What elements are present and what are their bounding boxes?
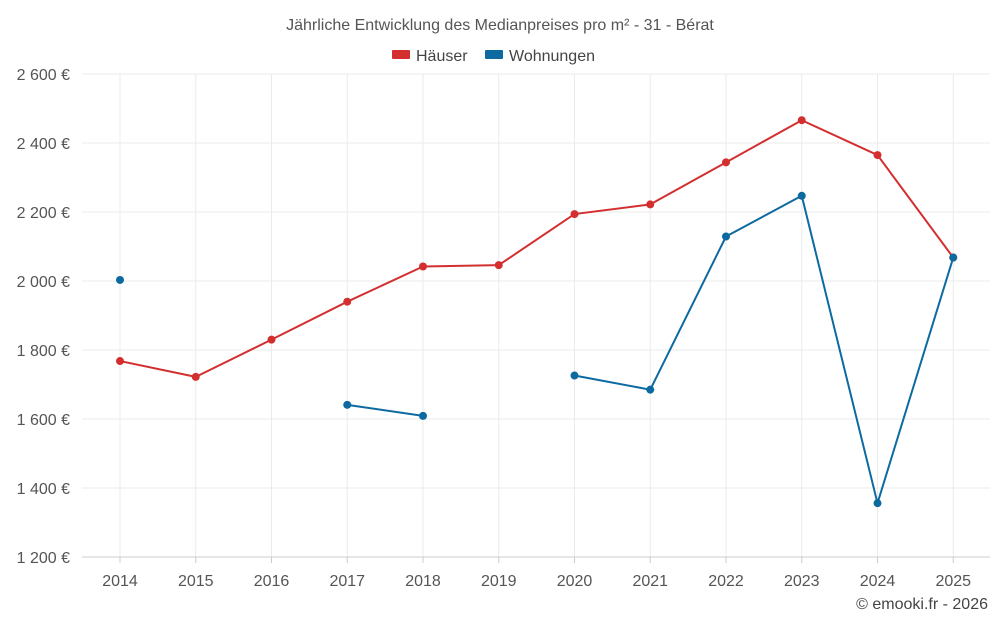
data-point-wohnungen[interactable]: [343, 400, 352, 409]
data-point-haeuser[interactable]: [646, 200, 655, 209]
data-point-wohnungen[interactable]: [949, 253, 958, 262]
x-tick-label: 2025: [935, 573, 971, 590]
data-point-wohnungen[interactable]: [419, 411, 427, 420]
data-point-wohnungen[interactable]: [873, 499, 882, 508]
y-tick-label: 1 600 €: [17, 412, 70, 429]
data-point-haeuser[interactable]: [722, 158, 730, 167]
x-tick-label: 2020: [557, 573, 593, 590]
series-line-wohnungen: [347, 403, 424, 417]
data-point-haeuser[interactable]: [419, 262, 427, 271]
series-wohnungen: [116, 191, 958, 508]
y-tick-label: 2 200 €: [17, 205, 70, 222]
data-point-haeuser[interactable]: [494, 261, 503, 270]
series-line-wohnungen: [574, 194, 955, 505]
data-point-wohnungen[interactable]: [570, 371, 579, 380]
legend-label-wohnungen: Wohnungen: [509, 48, 595, 65]
x-tick-label: 2019: [481, 573, 517, 590]
y-tick-label: 1 400 €: [17, 481, 70, 498]
legend-item-haeuser[interactable]: Häuser: [392, 48, 468, 65]
x-tick-label: 2014: [102, 573, 138, 590]
series-haeuser: [116, 116, 958, 381]
grid: [82, 73, 990, 557]
x-tick-label: 2016: [254, 573, 290, 590]
x-tick-label: 2024: [860, 573, 896, 590]
data-point-haeuser[interactable]: [191, 372, 200, 381]
x-tick-label: 2015: [178, 573, 214, 590]
data-point-wohnungen[interactable]: [722, 232, 730, 241]
credit-text[interactable]: © emooki.fr - 2026: [856, 596, 988, 613]
y-axis-ticks: 1 200 € 1 400 € 1 600 € 1 800 € 2 000 € 2 200…: [17, 67, 70, 567]
legend-swatch-haeuser: [392, 50, 410, 59]
x-tick-label: 2021: [632, 573, 668, 590]
data-point-haeuser[interactable]: [570, 210, 579, 219]
data-point-wohnungen[interactable]: [646, 385, 655, 394]
data-point-haeuser[interactable]: [873, 151, 882, 160]
x-tick-label: 2022: [708, 573, 744, 590]
legend: Häuser Wohnungen: [392, 48, 595, 65]
chart-title: Jährliche Entwicklung des Medianpreises …: [286, 17, 714, 34]
x-tick-label: 2018: [405, 573, 441, 590]
data-point-haeuser[interactable]: [343, 297, 352, 306]
data-point-wohnungen[interactable]: [116, 275, 124, 284]
x-tick-label: 2023: [784, 573, 820, 590]
y-tick-label: 2 000 €: [17, 274, 70, 291]
data-point-wohnungen[interactable]: [797, 191, 806, 200]
legend-swatch-wohnungen: [485, 50, 503, 59]
legend-label-haeuser: Häuser: [416, 48, 468, 65]
y-tick-label: 2 600 €: [17, 67, 70, 84]
x-axis-ticks: 2014 2015 2016 2017 2018 2019 2020 2021 2022 2023…: [102, 557, 971, 590]
legend-item-wohnungen[interactable]: Wohnungen: [485, 48, 595, 65]
y-tick-label: 1 200 €: [17, 550, 70, 567]
data-point-haeuser[interactable]: [116, 357, 124, 366]
data-point-haeuser[interactable]: [267, 335, 276, 344]
data-point-haeuser[interactable]: [797, 116, 806, 125]
series: [116, 116, 958, 508]
x-tick-label: 2017: [329, 573, 365, 590]
series-line-haeuser: [119, 119, 955, 378]
y-tick-label: 1 800 €: [17, 343, 70, 360]
y-tick-label: 2 400 €: [17, 136, 70, 153]
